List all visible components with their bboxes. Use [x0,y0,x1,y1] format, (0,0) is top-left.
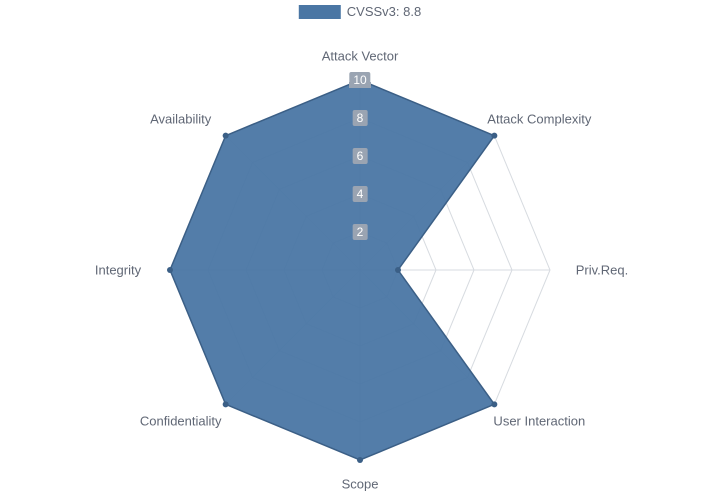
axis-label: Availability [150,111,211,126]
axis-label: Priv.Req. [576,263,629,278]
tick-label: 8 [353,110,368,126]
axis-label: User Interaction [493,414,585,429]
tick-label: 6 [353,148,368,164]
tick-label: 2 [353,224,368,240]
axis-label: Scope [342,477,379,492]
axis-label: Attack Vector [322,49,399,64]
legend-label: CVSSv3: 8.8 [347,4,421,19]
axis-label: Integrity [95,263,141,278]
legend: CVSSv3: 8.8 [299,4,421,19]
tick-label: 10 [349,72,370,88]
tick-label: 4 [353,186,368,202]
axis-label: Attack Complexity [487,111,591,126]
legend-swatch [299,5,341,19]
axis-label: Confidentiality [140,414,222,429]
